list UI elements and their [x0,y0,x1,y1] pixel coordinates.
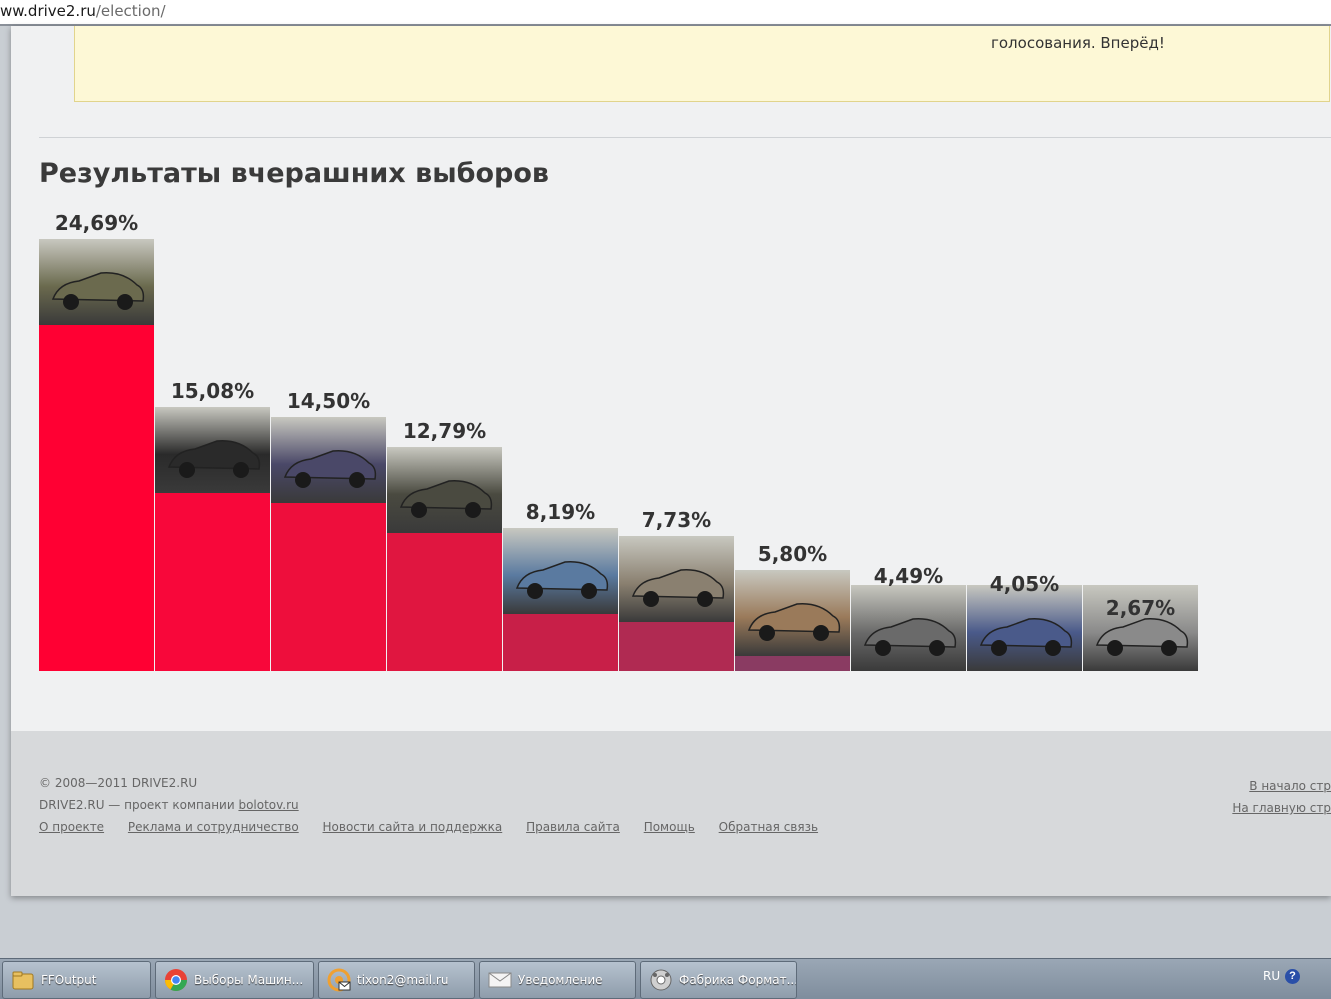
taskbar: FFOutput Выборы Машин... tixon2@mail.ru … [0,958,1331,999]
language-indicator[interactable]: RU [1263,969,1281,983]
folder-icon [11,968,35,992]
car-photo-thumbnail[interactable] [967,585,1082,671]
taskbar-item-chrome[interactable]: Выборы Машин... [155,961,314,999]
footer-link-help[interactable]: Помощь [643,820,695,834]
car-photo-thumbnail[interactable] [1083,585,1198,671]
chart-bar-value-label: 5,80% [757,541,828,566]
section-divider [39,137,1331,138]
car-photo-thumbnail[interactable] [735,569,850,656]
chart-bar-7[interactable]: 5,80% [735,542,850,671]
url-host: ww.drive2.ru [0,2,96,20]
footer-link-rules[interactable]: Правила сайта [526,820,620,834]
chart-bar-5[interactable]: 8,19% [503,500,618,671]
taskbar-item-label: Выборы Машин... [194,973,304,987]
notice-text: голосования. Вперёд! [991,34,1165,52]
chart-bar-fill [735,655,850,671]
company-link[interactable]: bolotov.ru [238,798,299,812]
chart-bar-fill [155,493,270,671]
footer-copyright: © 2008—2011 DRIVE2.RU [39,776,198,790]
car-photo-thumbnail[interactable] [851,585,966,671]
page-title: Результаты вчерашних выборов [39,158,549,189]
chart-bar-value-label: 12,79% [402,419,487,444]
help-icon[interactable]: ? [1285,969,1300,984]
url-path: /election/ [95,2,166,20]
footer-link-news[interactable]: Новости сайта и поддержка [322,820,503,834]
car-photo-thumbnail[interactable] [39,239,154,325]
chart-bar-value-label: 2,67% [1105,596,1176,621]
chart-bar-fill [271,503,386,671]
footer: © 2008—2011 DRIVE2.RU DRIVE2.RU — проект… [11,731,1331,896]
taskbar-item-mail[interactable]: tixon2@mail.ru [318,961,475,999]
chart-bar-value-label: 8,19% [525,499,596,524]
chart-bar-10[interactable]: 2,67% [1083,585,1198,671]
footer-company: DRIVE2.RU — проект компании bolotov.ru [39,798,299,812]
footer-links: О проекте Реклама и сотрудничество Новос… [39,820,838,834]
taskbar-item-label: tixon2@mail.ru [357,973,449,987]
chart-bar-fill [619,621,734,671]
envelope-icon [488,968,512,992]
chart-bar-value-label: 14,50% [286,389,371,414]
chart-bar-2[interactable]: 15,08% [155,379,270,671]
chart-bar-1[interactable]: 24,69% [39,211,154,671]
footer-link-about[interactable]: О проекте [39,820,105,834]
car-photo-thumbnail[interactable] [619,535,734,622]
format-factory-icon [649,968,673,992]
car-photo-thumbnail[interactable] [503,527,618,614]
chart-bar-value-label: 4,49% [873,564,944,589]
chart-bar-3[interactable]: 14,50% [271,389,386,671]
chart-bar-value-label: 4,05% [989,572,1060,597]
notice-box: голосования. Вперёд! [74,26,1330,102]
election-results-chart: 24,69% 15,08% 14,50% 12,79% 8,19% 7,73% 5,80% 4… [39,196,1209,671]
taskbar-item-format-factory[interactable]: Фабрика Формат... [640,961,797,999]
footer-link-feedback[interactable]: Обратная связь [718,820,819,834]
chart-bar-9[interactable]: 4,05% [967,572,1082,671]
taskbar-item-label: FFOutput [41,973,97,987]
address-bar[interactable]: ww.drive2.ru/election/ [0,0,1331,26]
footer-company-prefix: DRIVE2.RU — проект компании [39,798,239,812]
chart-bar-fill [387,533,502,671]
chart-bar-fill [503,613,618,671]
taskbar-item-label: Фабрика Формат... [679,973,797,987]
chart-bar-8[interactable]: 4,49% [851,564,966,671]
chrome-icon [164,968,188,992]
chart-bar-6[interactable]: 7,73% [619,508,734,671]
system-tray: RU ? [1261,959,1331,999]
chart-bar-value-label: 7,73% [641,507,712,532]
taskbar-item-notification[interactable]: Уведомление [479,961,636,999]
mail-agent-icon [327,968,351,992]
car-photo-thumbnail[interactable] [271,417,386,504]
chart-bar-value-label: 24,69% [54,211,139,235]
to-top-link[interactable]: В начало стр [1249,779,1331,793]
car-photo-thumbnail[interactable] [155,407,270,494]
chart-bar-4[interactable]: 12,79% [387,419,502,671]
car-photo-thumbnail[interactable] [387,447,502,534]
chart-bar-value-label: 15,08% [170,379,255,404]
taskbar-item-label: Уведомление [518,973,603,987]
taskbar-item-ffoutput[interactable]: FFOutput [2,961,151,999]
page-content: голосования. Вперёд! Результаты вчерашни… [11,26,1331,896]
chart-bar-fill [39,325,154,671]
to-home-link[interactable]: На главную стр [1232,801,1331,815]
footer-link-ads[interactable]: Реклама и сотрудничество [127,820,299,834]
